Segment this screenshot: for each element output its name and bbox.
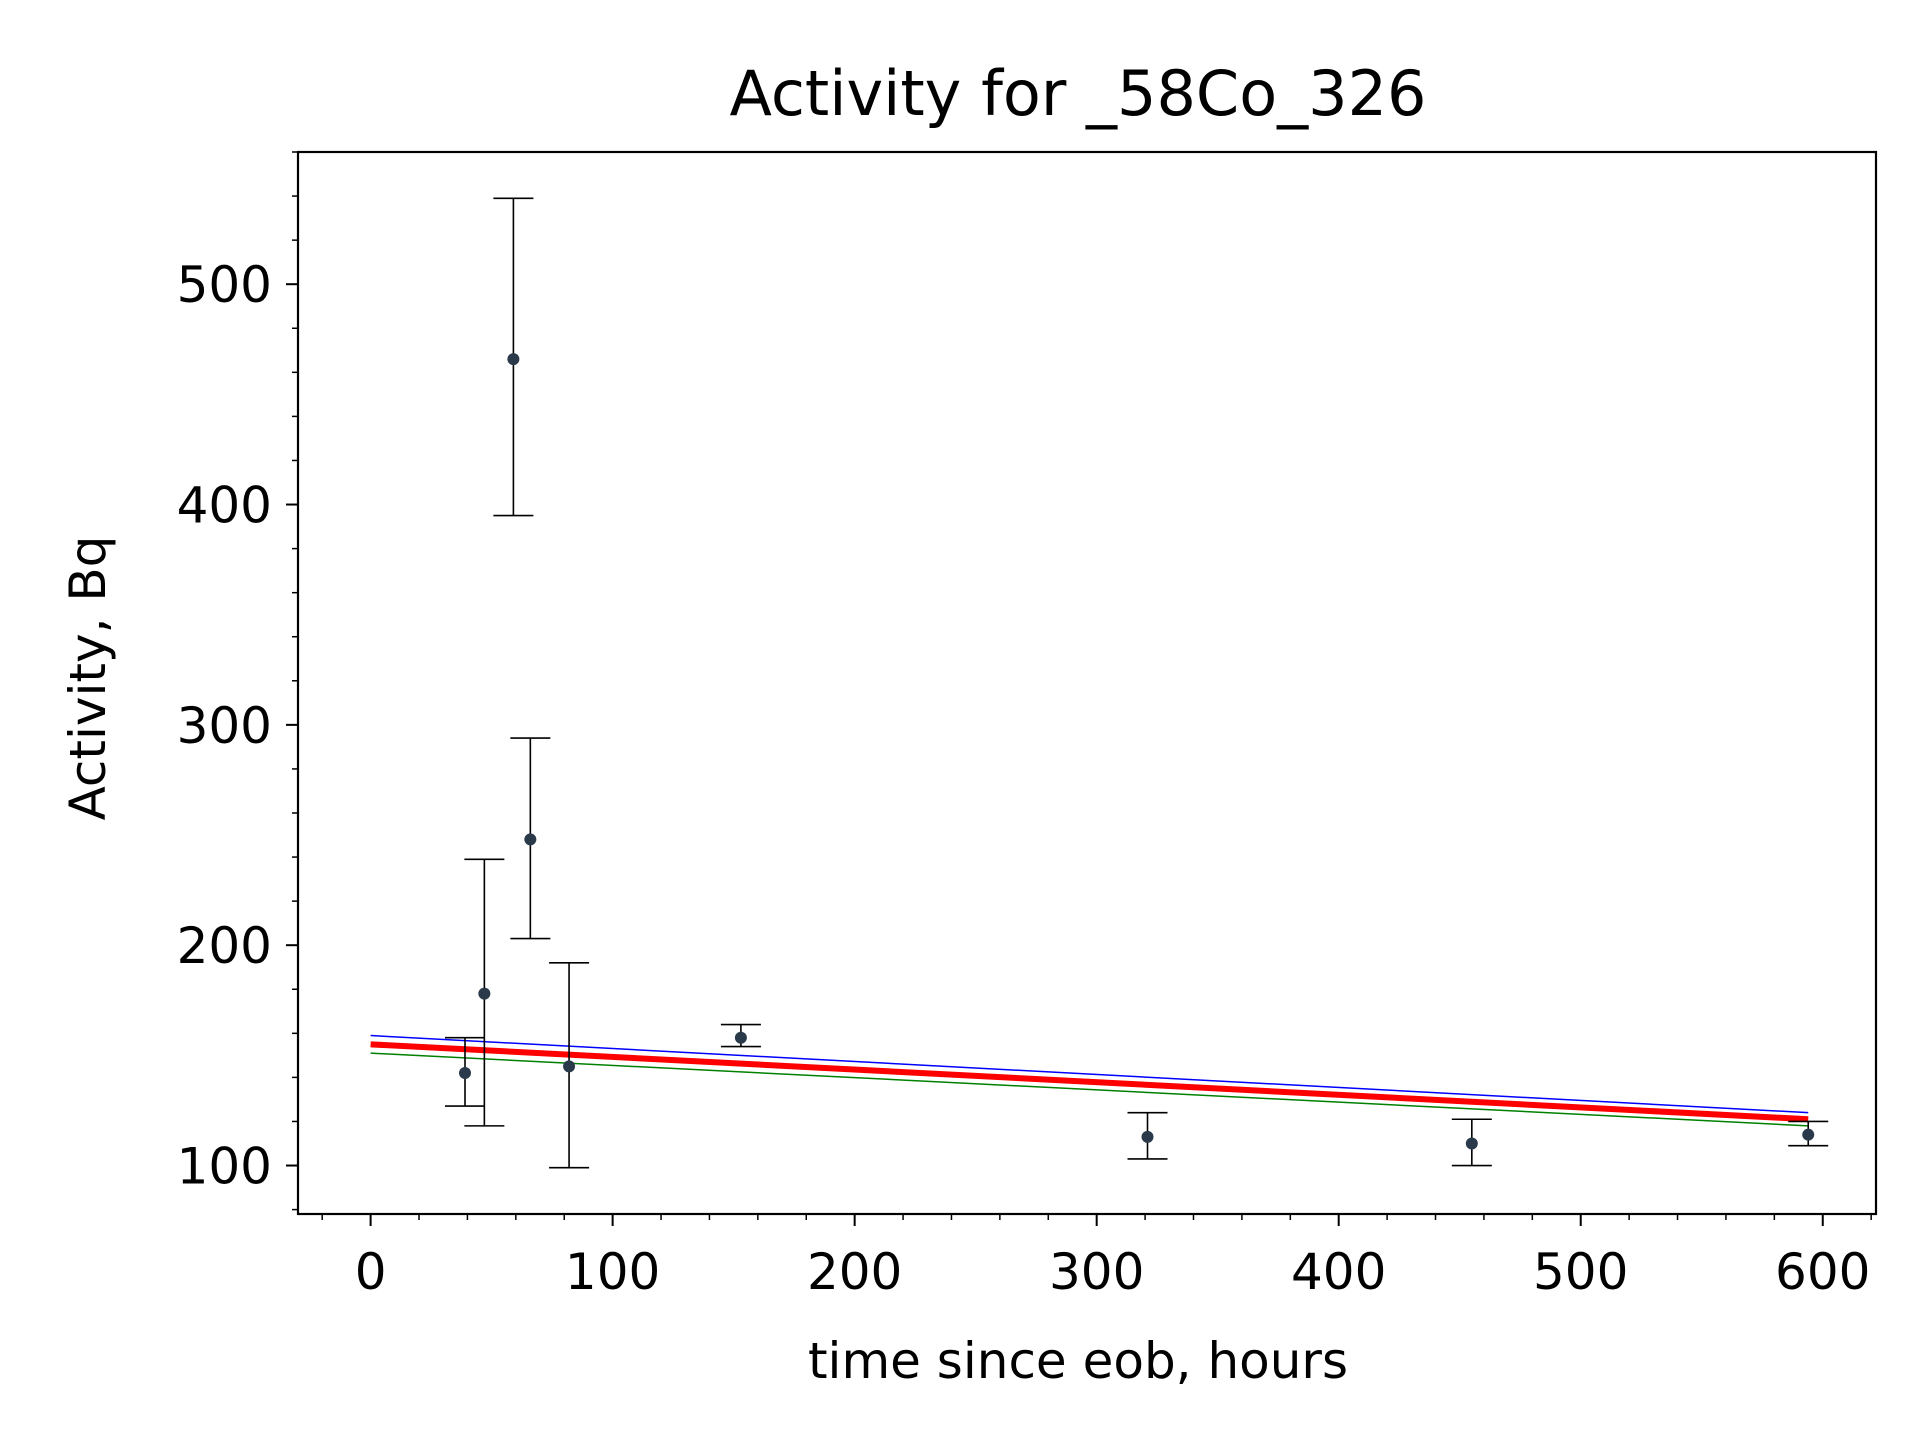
data-marker-0	[458, 1066, 471, 1079]
x-tick-label-0: 0	[355, 1243, 387, 1301]
axes-frame	[296, 150, 1878, 1216]
plot-area	[370, 197, 1829, 1169]
y-tick-label-4: 500	[177, 256, 272, 314]
x-tick-label-2: 200	[807, 1243, 902, 1301]
data-marker-2	[507, 353, 520, 366]
x-tick-label-4: 400	[1291, 1243, 1386, 1301]
y-axis-label: Activity, Bq	[59, 536, 117, 821]
data-point-3	[510, 737, 551, 940]
data-marker-5	[734, 1031, 747, 1044]
x-tick-label-5: 500	[1533, 1243, 1628, 1301]
y-tick-label-1: 200	[177, 917, 272, 975]
y-tick-label-0: 100	[177, 1138, 272, 1196]
data-point-8	[1788, 1120, 1829, 1147]
x-tick-label-3: 300	[1049, 1243, 1144, 1301]
y-tick-label-2: 300	[177, 697, 272, 755]
chart-title: Activity for _58Co_326	[730, 57, 1427, 130]
fit-line-upper	[370, 1034, 1809, 1114]
data-point-4	[549, 962, 590, 1169]
data-point-0	[444, 1036, 485, 1107]
y-tick-label-3: 400	[177, 477, 272, 535]
data-marker-4	[563, 1060, 576, 1073]
data-marker-3	[524, 833, 537, 846]
data-point-5	[720, 1023, 761, 1048]
data-marker-7	[1465, 1137, 1478, 1150]
data-point-1	[464, 858, 505, 1127]
axes: 0 100 200 300 400 500 600 100 200 300 400 500	[177, 150, 1878, 1301]
data-marker-6	[1141, 1130, 1154, 1143]
x-tick-label-6: 600	[1775, 1243, 1870, 1301]
fit-line-lower	[370, 1052, 1809, 1127]
data-point-6	[1127, 1111, 1168, 1160]
data-point-2	[493, 197, 534, 517]
x-tick-label-1: 100	[565, 1243, 660, 1301]
data-marker-1	[478, 987, 491, 1000]
data-point-7	[1451, 1118, 1492, 1167]
x-axis-label: time since eob, hours	[808, 1332, 1348, 1390]
fit-line-fit	[370, 1041, 1809, 1123]
data-marker-8	[1802, 1128, 1815, 1141]
